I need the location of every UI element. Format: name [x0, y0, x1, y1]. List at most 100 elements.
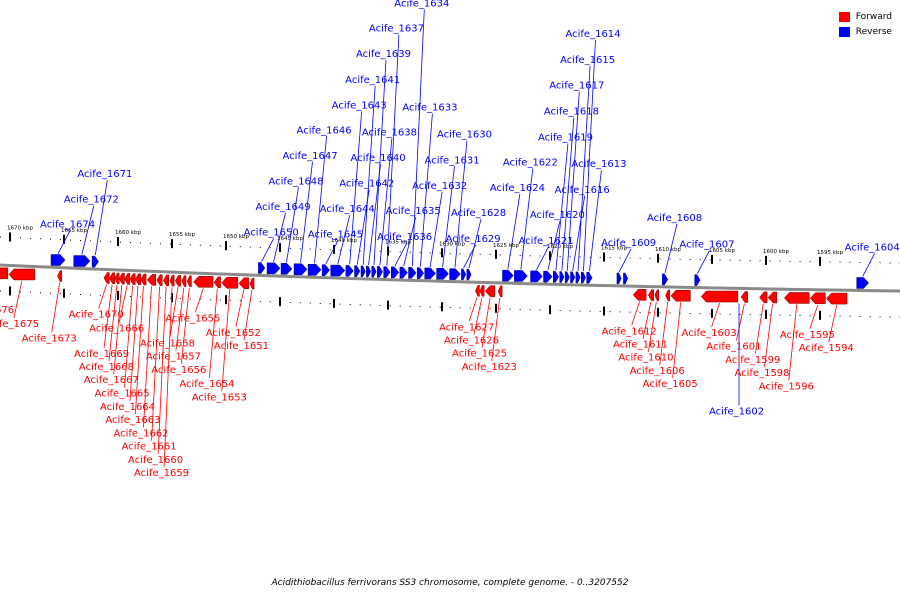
forward-gene[interactable] [759, 291, 768, 304]
reverse-gene-label[interactable]: Acife_1650 [244, 227, 299, 238]
forward-gene[interactable] [238, 277, 249, 290]
reverse-gene-label[interactable]: Acife_1634 [394, 0, 449, 9]
forward-gene-label[interactable]: Acife_1601 [706, 342, 761, 353]
reverse-gene[interactable] [424, 267, 436, 280]
forward-gene[interactable] [0, 267, 9, 280]
forward-gene-label[interactable]: Acife_1652 [206, 328, 261, 339]
forward-gene-label[interactable]: Acife_1665 [95, 389, 150, 400]
forward-gene[interactable] [109, 272, 116, 285]
forward-gene-label[interactable]: Acife_1595 [780, 330, 835, 341]
reverse-gene[interactable] [399, 266, 408, 279]
reverse-gene[interactable] [586, 271, 593, 284]
reverse-gene[interactable] [383, 266, 391, 278]
forward-gene-label[interactable]: Acife_1661 [122, 442, 177, 453]
reverse-gene[interactable] [449, 268, 461, 280]
forward-gene[interactable] [665, 289, 671, 302]
reverse-gene-label[interactable]: Acife_1630 [437, 130, 492, 141]
reverse-gene-label[interactable]: Acife_1609 [601, 238, 656, 249]
forward-gene-label[interactable]: Acife_1598 [734, 368, 789, 379]
reverse-gene-label[interactable]: Acife_1638 [362, 127, 417, 138]
reverse-gene[interactable] [258, 262, 266, 274]
forward-gene[interactable] [670, 289, 691, 302]
reverse-gene-label[interactable]: Acife_1646 [297, 125, 352, 136]
reverse-gene[interactable] [354, 265, 361, 277]
reverse-gene[interactable] [502, 269, 514, 282]
reverse-gene-label[interactable]: Acife_1635 [386, 206, 441, 217]
forward-gene[interactable] [221, 277, 239, 289]
reverse-gene[interactable] [623, 272, 629, 285]
reverse-gene[interactable] [570, 271, 576, 284]
forward-gene[interactable] [809, 292, 826, 305]
reverse-gene[interactable] [461, 268, 467, 281]
reverse-gene-label[interactable]: Acife_1636 [377, 232, 432, 243]
reverse-gene[interactable] [376, 266, 383, 278]
forward-gene-label[interactable]: Acife_1668 [79, 362, 134, 373]
forward-gene-label[interactable]: Acife_1611 [613, 340, 668, 351]
reverse-gene[interactable] [416, 267, 424, 279]
reverse-gene-label[interactable]: Acife_1616 [555, 185, 610, 196]
reverse-gene-label[interactable]: Acife_1671 [77, 169, 132, 180]
forward-gene-label[interactable]: Acife_1669 [74, 349, 129, 360]
reverse-gene[interactable] [559, 271, 565, 283]
reverse-gene[interactable] [366, 265, 371, 278]
forward-gene-label[interactable]: Acife_1664 [100, 402, 155, 413]
reverse-gene[interactable] [390, 266, 400, 279]
reverse-gene[interactable] [581, 271, 586, 284]
forward-gene-label[interactable]: Acife_1676 [0, 305, 14, 316]
forward-gene[interactable] [654, 289, 660, 301]
forward-gene-label[interactable]: Acife_1605 [643, 379, 698, 390]
reverse-gene-label[interactable]: Acife_1637 [369, 24, 424, 35]
reverse-gene-label[interactable]: Acife_1639 [356, 49, 411, 60]
reverse-gene-label[interactable]: Acife_1608 [647, 213, 702, 224]
forward-gene-label[interactable]: Acife_1654 [179, 379, 234, 390]
reverse-gene-label[interactable]: Acife_1643 [332, 100, 387, 111]
reverse-gene[interactable] [662, 273, 669, 286]
forward-gene[interactable] [826, 292, 848, 305]
reverse-gene[interactable] [564, 271, 570, 283]
forward-gene-label[interactable]: Acife_1625 [452, 349, 507, 360]
reverse-gene-label[interactable]: Acife_1649 [256, 202, 311, 213]
forward-gene[interactable] [249, 277, 255, 290]
forward-gene[interactable] [134, 273, 141, 286]
reverse-gene-label[interactable]: Acife_1602 [709, 406, 764, 417]
forward-gene-label[interactable]: Acife_1673 [22, 334, 77, 345]
forward-gene[interactable] [479, 285, 485, 297]
forward-gene[interactable] [169, 274, 175, 287]
forward-gene-label[interactable]: Acife_1670 [69, 310, 124, 321]
forward-gene[interactable] [156, 274, 163, 286]
reverse-gene[interactable] [280, 263, 293, 275]
reverse-gene-label[interactable]: Acife_1641 [345, 75, 400, 86]
forward-gene-label[interactable]: Acife_1663 [105, 415, 160, 426]
reverse-gene[interactable] [307, 264, 322, 276]
forward-gene[interactable] [475, 285, 480, 297]
reverse-gene-label[interactable]: Acife_1640 [351, 153, 406, 164]
forward-gene[interactable] [174, 275, 181, 287]
reverse-gene[interactable] [345, 265, 354, 277]
forward-gene[interactable] [186, 275, 192, 288]
reverse-gene-label[interactable]: Acife_1619 [538, 132, 593, 143]
forward-gene-label[interactable]: Acife_1660 [128, 455, 183, 466]
forward-gene-label[interactable]: Acife_1659 [134, 468, 189, 479]
reverse-gene-label[interactable]: Acife_1672 [64, 195, 119, 206]
forward-gene[interactable] [700, 290, 739, 303]
reverse-gene-label[interactable]: Acife_1631 [425, 155, 480, 166]
reverse-gene[interactable] [293, 263, 308, 276]
reverse-gene-label[interactable]: Acife_1633 [402, 103, 457, 114]
reverse-gene[interactable] [321, 264, 331, 276]
forward-gene-label[interactable]: Acife_1610 [618, 353, 673, 364]
reverse-gene-label[interactable]: Acife_1613 [571, 159, 626, 170]
forward-gene-label[interactable]: Acife_1656 [151, 365, 206, 376]
forward-gene[interactable] [57, 270, 63, 282]
reverse-gene[interactable] [543, 270, 553, 283]
reverse-gene-label[interactable]: Acife_1648 [268, 176, 323, 187]
reverse-gene-label[interactable]: Acife_1604 [845, 242, 900, 253]
forward-gene-label[interactable]: Acife_1612 [602, 326, 657, 337]
forward-gene[interactable] [647, 289, 654, 301]
reverse-gene[interactable] [466, 268, 472, 281]
forward-gene-label[interactable]: Acife_1655 [165, 313, 220, 324]
reverse-gene-label[interactable]: Acife_1645 [308, 230, 363, 241]
reverse-gene-label[interactable]: Acife_1621 [519, 236, 574, 247]
reverse-gene[interactable] [91, 255, 99, 268]
reverse-gene[interactable] [856, 277, 869, 289]
forward-gene-label[interactable]: Acife_1666 [89, 323, 144, 334]
